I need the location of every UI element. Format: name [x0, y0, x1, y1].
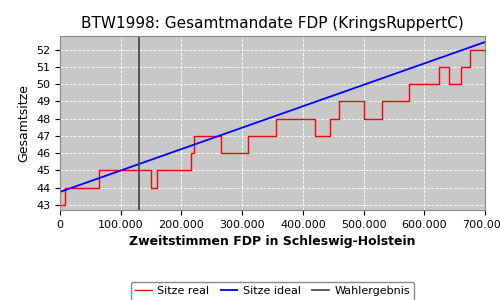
X-axis label: Zweitstimmen FDP in Schleswig-Holstein: Zweitstimmen FDP in Schleswig-Holstein [129, 235, 416, 248]
Sitze real [467, 65, 473, 69]
Sitze real [170, 169, 175, 172]
Sitze real [148, 169, 154, 172]
Sitze real [482, 48, 488, 52]
Legend: Sitze real, Sitze ideal, Wahlergebnis: Sitze real, Sitze ideal, Wahlergebnis [130, 282, 414, 300]
Line: Sitze real: Sitze real [60, 50, 485, 205]
Sitze real [218, 134, 224, 138]
Sitze real [467, 48, 473, 52]
Sitze real [57, 203, 63, 207]
Y-axis label: Gesamtsitze: Gesamtsitze [18, 84, 30, 162]
Sitze real [272, 134, 278, 138]
Sitze real [436, 82, 442, 86]
Title: BTW1998: Gesamtmandate FDP (KringsRuppertC): BTW1998: Gesamtmandate FDP (KringsRupper… [81, 16, 464, 31]
